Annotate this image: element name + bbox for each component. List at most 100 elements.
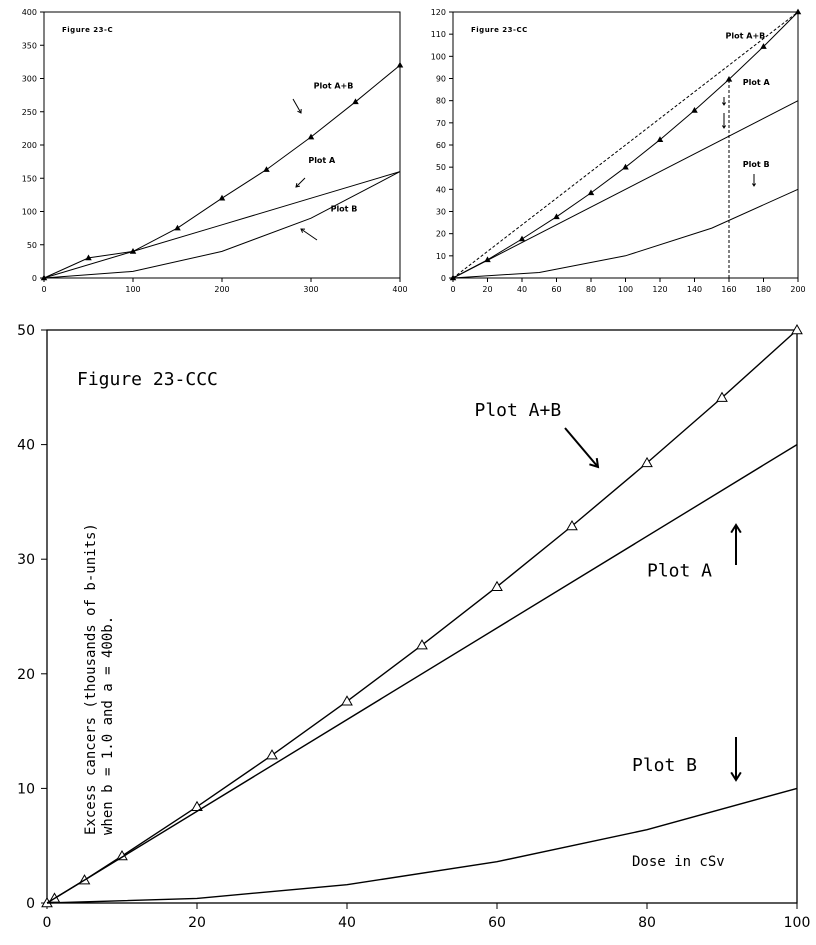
data-point: [760, 43, 767, 49]
series-annotation: Plot A: [308, 156, 336, 165]
y-tick-label: 300: [22, 75, 37, 84]
y-tick-label: 0: [32, 274, 37, 283]
data-point: [587, 189, 595, 196]
y-axis-label: when b = 1.0 and a = 400b.: [100, 616, 116, 835]
chart-title: Figure 23-CC: [471, 26, 528, 34]
y-tick-label: 0: [26, 896, 35, 912]
data-point: [622, 163, 629, 170]
y-tick-label: 350: [22, 41, 37, 50]
arrow-icon: [300, 228, 318, 241]
data-point: [656, 136, 664, 142]
y-tick-label: 120: [431, 8, 446, 17]
x-tick-label: 300: [303, 285, 318, 294]
data-point: [553, 213, 560, 220]
series-line-plot-a: [46, 444, 798, 904]
x-tick-label: 40: [338, 915, 356, 931]
x-tick-label: 100: [125, 285, 140, 294]
y-tick-label: 20: [436, 230, 446, 239]
x-tick-label: 0: [43, 915, 52, 931]
x-tick-label: 0: [41, 285, 46, 294]
x-tick-label: 140: [687, 285, 702, 294]
arrow-icon: [292, 98, 302, 114]
y-tick-label: 30: [436, 208, 446, 217]
arrow-head: [295, 182, 301, 188]
data-point: [691, 107, 698, 113]
chart-c: 0 100 200 300 400 0 50 100 150 200 250 300 350 400 Fig…: [22, 8, 408, 294]
x-tick-label: 120: [652, 285, 667, 294]
arrow-head: [730, 771, 742, 782]
y-tick-label: 0: [441, 274, 446, 283]
data-point: [396, 61, 404, 68]
y-tick-label: 150: [22, 174, 37, 183]
x-tick-label: 200: [790, 285, 805, 294]
y-tick-label: 10: [17, 781, 35, 797]
series-annotation: Plot A+B: [726, 32, 766, 41]
arrow-head: [730, 523, 742, 534]
y-tick-label: 200: [22, 141, 37, 150]
x-tick-label: 200: [214, 285, 229, 294]
data-point: [518, 235, 526, 242]
series-line-plot-b: [46, 787, 798, 904]
x-tick-label: 60: [551, 285, 561, 294]
data-point: [791, 323, 803, 335]
y-tick-label: 10: [436, 252, 446, 261]
x-tick-label: 180: [756, 285, 771, 294]
chart-cc: 0 20 40 60 80 100 120 140 160 180 200 0 10 20 30 40 50 60…: [431, 8, 806, 294]
x-tick-label: 20: [482, 285, 492, 294]
data-point: [191, 800, 203, 811]
y-tick-label: 70: [436, 119, 446, 128]
series-annotation: Plot B: [331, 205, 358, 214]
arrow-head: [751, 183, 757, 187]
arrow-head: [297, 108, 302, 114]
series-line-plot-b: [43, 171, 401, 279]
x-tick-label: 80: [638, 915, 656, 931]
y-tick-label: 30: [17, 552, 35, 568]
x-axis-label: Dose in cSv: [632, 854, 725, 870]
series-line-plot-a: [452, 100, 799, 279]
x-tick-label: 20: [188, 915, 206, 931]
arrow-head: [300, 228, 306, 233]
x-tick-label: 100: [784, 915, 811, 931]
data-point: [174, 224, 181, 231]
x-tick-label: 60: [488, 915, 506, 931]
data-point: [794, 8, 802, 15]
x-tick-label: 40: [517, 285, 527, 294]
y-tick-label: 400: [22, 8, 37, 17]
series-annotation: Plot B: [743, 160, 770, 169]
data-point: [641, 456, 653, 468]
y-tick-label: 90: [436, 75, 446, 84]
y-tick-label: 40: [17, 438, 35, 454]
data-point: [341, 695, 353, 706]
series-annotation: Plot A+B: [475, 400, 562, 421]
data-point: [307, 133, 315, 140]
y-tick-label: 50: [17, 323, 35, 339]
arrow-head: [721, 125, 727, 129]
arrow-head: [589, 457, 600, 469]
data-point: [416, 639, 428, 650]
plot-frame: [46, 329, 798, 904]
y-tick-label: 250: [22, 108, 37, 117]
data-point: [266, 749, 278, 760]
series-line-plot-b: [452, 188, 799, 279]
y-tick-label: 110: [431, 30, 446, 39]
arrow-icon: [564, 427, 599, 468]
y-tick-label: 50: [27, 241, 37, 250]
series-line-plot-a-b: [46, 329, 798, 904]
data-point: [85, 254, 92, 261]
arrow-head: [721, 102, 727, 106]
chart-ccc: 0 20 40 60 80 100 0 10 20 30 40 50 Figure 23-CCC Plot…: [17, 323, 810, 931]
y-tick-label: 80: [436, 97, 446, 106]
x-tick-label: 80: [586, 285, 596, 294]
arrow-icon: [295, 177, 306, 188]
chart-title: Figure 23-CCC: [77, 369, 218, 390]
data-point: [218, 194, 226, 201]
x-tick-label: 400: [392, 285, 407, 294]
y-tick-label: 60: [436, 141, 446, 150]
y-tick-label: 50: [436, 163, 446, 172]
x-tick-label: 160: [721, 285, 736, 294]
series-annotation: Plot A+B: [314, 81, 354, 90]
data-point: [352, 98, 359, 105]
series-annotation: Plot A: [647, 560, 712, 581]
y-tick-label: 40: [436, 185, 446, 194]
